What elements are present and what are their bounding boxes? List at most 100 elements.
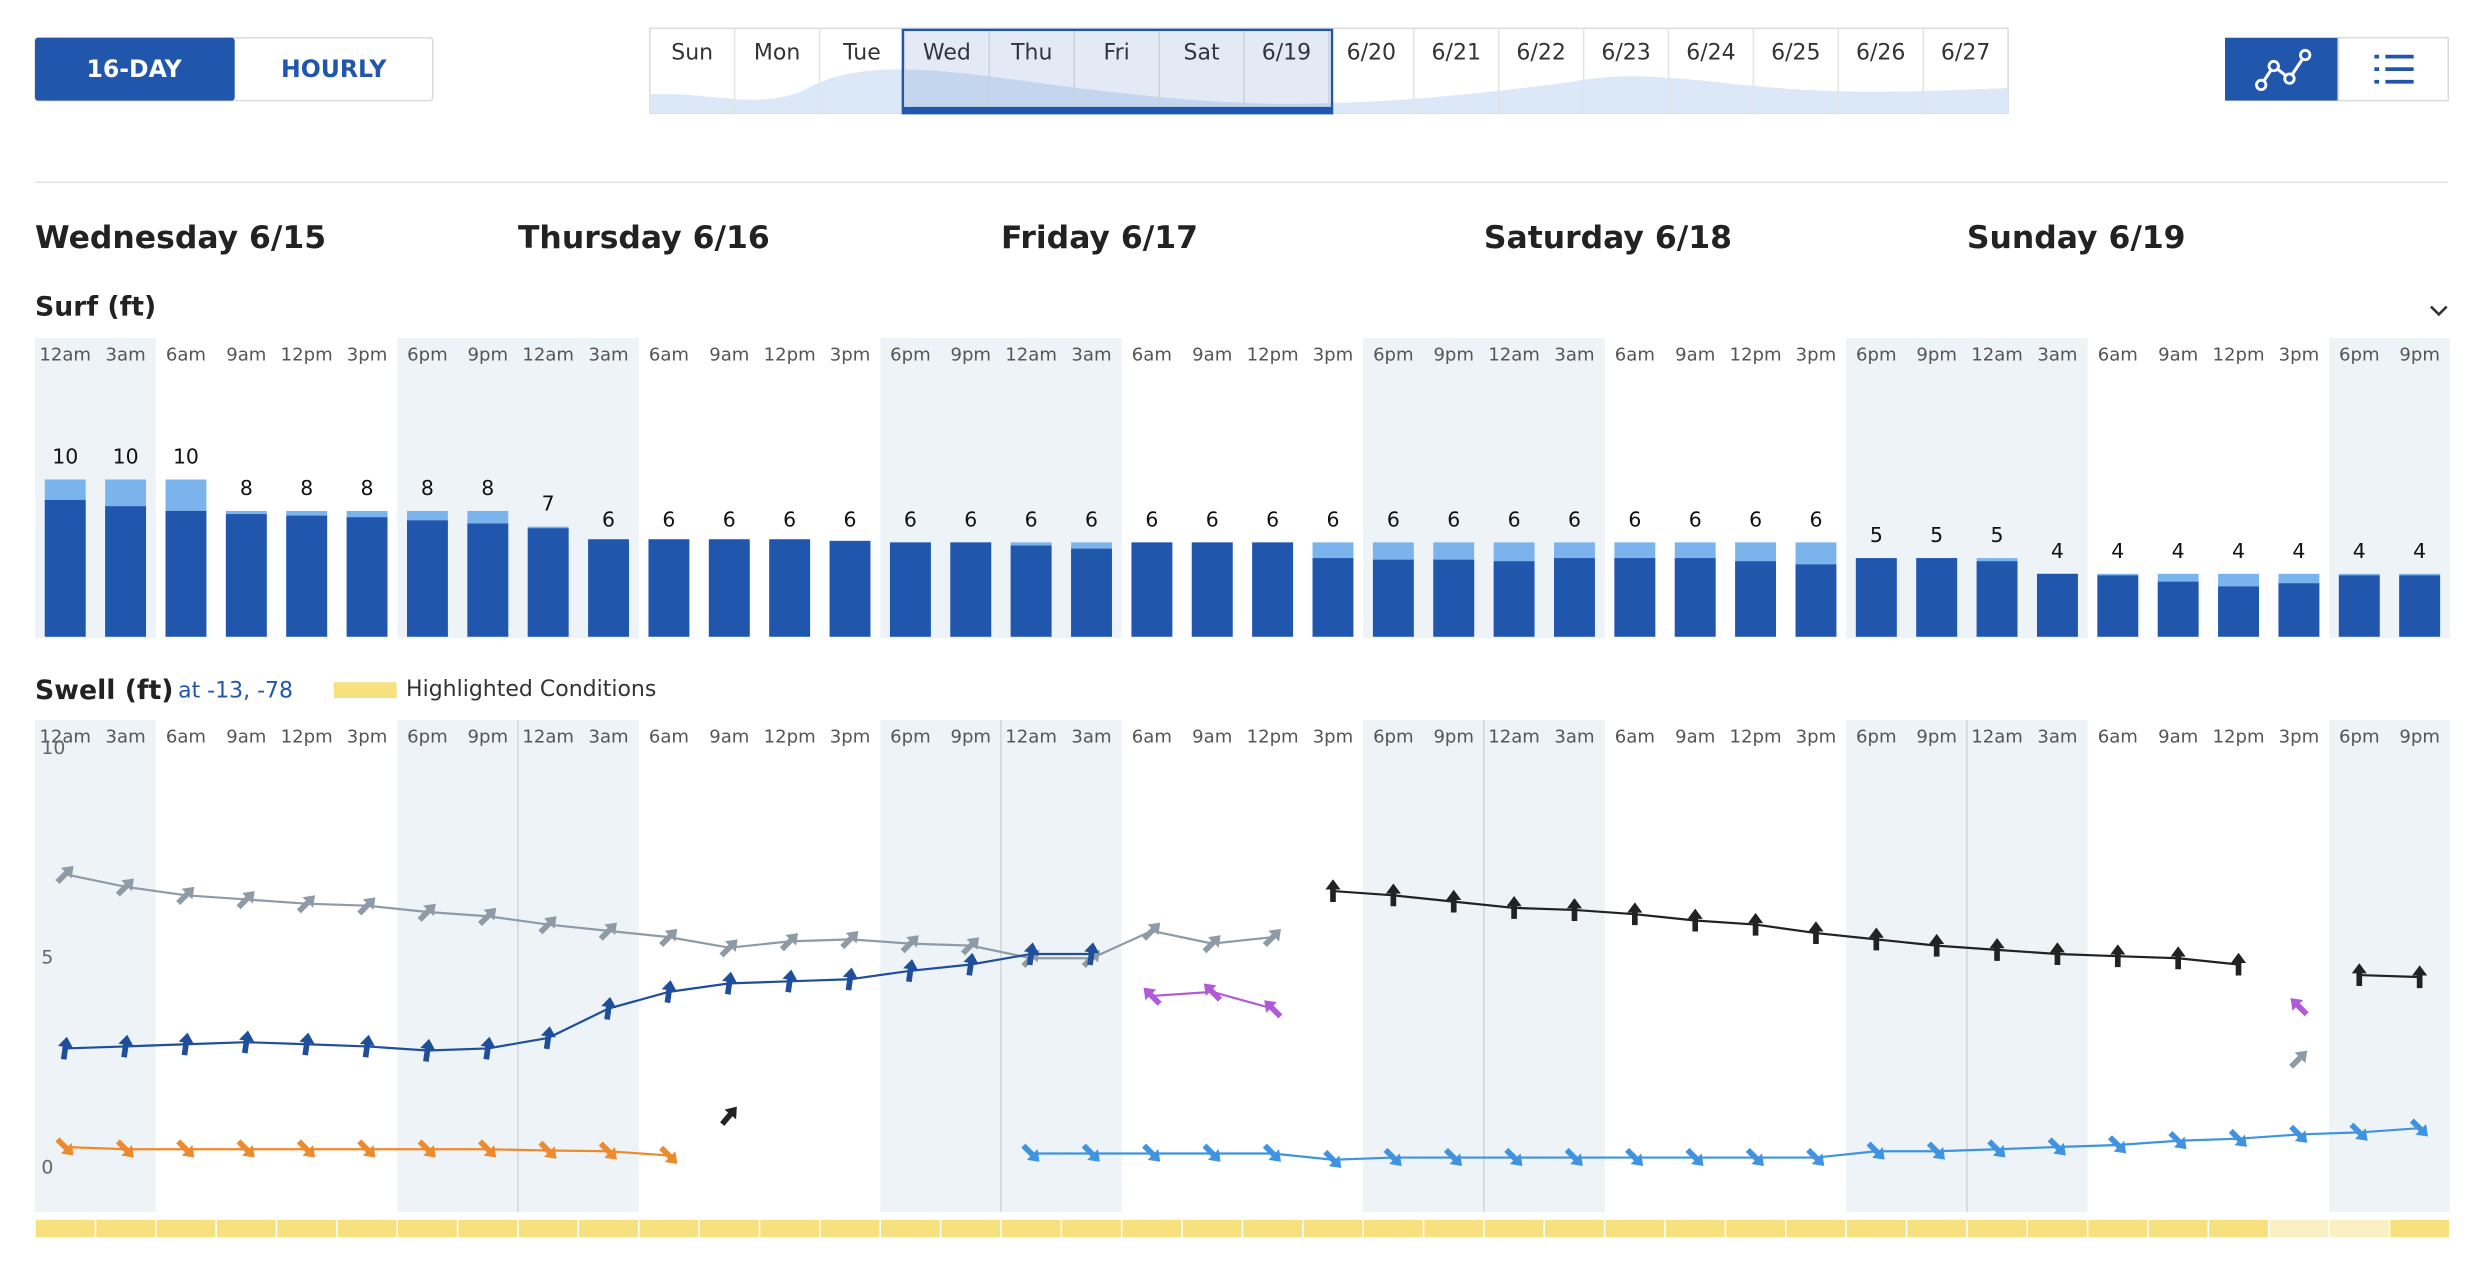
surf-bar-min xyxy=(2157,581,2199,637)
strip-day[interactable]: Mon xyxy=(754,40,800,65)
swell-arrow xyxy=(118,1034,134,1058)
swell-arrow xyxy=(960,937,980,956)
surf-value-label: 6 xyxy=(1628,507,1641,531)
chart-view-button[interactable] xyxy=(2225,37,2339,101)
collapse-chevron[interactable] xyxy=(2430,305,2448,317)
strip-day[interactable]: Fri xyxy=(1104,40,1130,65)
time-label: 12am xyxy=(1005,344,1057,365)
surf-bar-min xyxy=(467,523,509,637)
strip-day[interactable]: 6/22 xyxy=(1516,40,1565,65)
swell-arrow xyxy=(478,1139,497,1158)
surf-bar-min xyxy=(1674,558,1716,637)
highlight-cell xyxy=(1967,1219,2027,1238)
toggle-active[interactable] xyxy=(35,37,235,101)
surf-bar-min xyxy=(1735,561,1777,637)
night-shade xyxy=(457,720,518,1213)
strip-day[interactable]: 6/19 xyxy=(1262,40,1311,65)
swell-arrow xyxy=(1203,983,1223,1002)
time-label: 12pm xyxy=(2213,344,2265,365)
time-label: 6pm xyxy=(1856,726,1897,747)
time-label: 3am xyxy=(106,344,146,365)
swell-arrow xyxy=(598,922,617,941)
highlight-cell xyxy=(1846,1219,1906,1238)
time-label: 6am xyxy=(1132,726,1172,747)
day-header: Sunday 6/19 xyxy=(1967,220,2186,256)
strip-day[interactable]: 6/21 xyxy=(1432,40,1481,65)
strip-day[interactable]: 6/25 xyxy=(1771,40,1820,65)
surf-bar-min xyxy=(165,510,207,637)
time-label: 9am xyxy=(2158,344,2198,365)
highlight-cell xyxy=(1907,1219,1967,1238)
swell-arrow xyxy=(1023,942,1039,966)
swell-arrow xyxy=(1142,1143,1161,1162)
button-hourly[interactable]: HOURLY xyxy=(281,55,387,83)
day-header: Saturday 6/18 xyxy=(1484,220,1732,256)
swell-arrow xyxy=(236,1139,255,1158)
surf-bar-min xyxy=(1433,559,1475,637)
swell-location[interactable]: at -13, -78 xyxy=(178,679,293,704)
time-label: 12pm xyxy=(1730,344,1782,365)
swell-arrow xyxy=(1262,1143,1281,1162)
time-label: 3pm xyxy=(2279,726,2320,747)
night-shade xyxy=(578,720,639,1213)
swell-arrow xyxy=(903,959,919,983)
swell-arrow xyxy=(478,907,497,927)
time-label: 12pm xyxy=(764,726,816,747)
charts: Wednesday 6/15 Thursday 6/16 Friday 6/17 Sa… xyxy=(35,220,2450,1238)
swell-arrow xyxy=(1084,942,1100,966)
surf-bar-min xyxy=(1493,561,1535,637)
surf-bar-min xyxy=(588,539,629,637)
swell-arrow xyxy=(2110,944,2126,968)
swell-arrow xyxy=(1143,987,1162,1006)
highlight-cell xyxy=(2148,1219,2208,1238)
surf-bar-min xyxy=(1252,542,1294,637)
surf-value-label: 6 xyxy=(1326,507,1339,531)
strip-day[interactable]: Sat xyxy=(1184,40,1220,65)
time-label: 3pm xyxy=(1796,344,1837,365)
surf-value-label: 4 xyxy=(2111,539,2124,563)
strip-day[interactable]: 6/26 xyxy=(1856,40,1905,65)
night-shade xyxy=(95,720,156,1213)
night-shade xyxy=(1363,720,1424,1213)
highlight-cell xyxy=(2088,1219,2148,1238)
surf-value-label: 10 xyxy=(52,444,78,468)
surf-value-label: 6 xyxy=(1206,507,1219,531)
time-label: 12am xyxy=(1488,344,1540,365)
button-16day[interactable]: 16-DAY xyxy=(86,55,182,83)
surf-bar-min xyxy=(105,506,147,637)
surf-bar-min xyxy=(2278,583,2320,637)
surf-value-label: 5 xyxy=(1870,523,1883,547)
swell-arrow xyxy=(2409,1118,2428,1137)
strip-day[interactable]: 6/23 xyxy=(1601,40,1650,65)
surf-value-label: 4 xyxy=(2232,539,2245,563)
highlight-cell xyxy=(1484,1219,1544,1238)
time-label: 6pm xyxy=(890,344,931,365)
time-label: 6am xyxy=(2098,726,2138,747)
strip-day[interactable]: 6/27 xyxy=(1941,40,1990,65)
night-shade xyxy=(517,720,579,1213)
swell-arrow xyxy=(842,967,858,991)
strip-day[interactable]: 6/20 xyxy=(1347,40,1396,65)
swell-arrow xyxy=(1325,879,1341,903)
swell-arrow xyxy=(2170,946,2186,970)
strip-day[interactable]: 6/24 xyxy=(1686,40,1735,65)
time-label: 6pm xyxy=(407,344,448,365)
swell-arrow xyxy=(1748,912,1764,936)
highlight-cell xyxy=(880,1219,940,1238)
surf-value-label: 4 xyxy=(2292,539,2305,563)
surf-value-label: 6 xyxy=(723,507,736,531)
strip-selection[interactable] xyxy=(901,28,1334,115)
strip-day[interactable]: Sun xyxy=(671,40,713,65)
strip-day[interactable]: Wed xyxy=(923,40,971,65)
strip-day[interactable]: Tue xyxy=(842,40,881,65)
swell-arrow xyxy=(1202,1143,1221,1162)
time-label: 9pm xyxy=(950,344,991,365)
swell-arrow xyxy=(2289,1050,2308,1069)
legend-label: Highlighted Conditions xyxy=(406,677,656,702)
surf-value-label: 10 xyxy=(113,444,139,468)
strip-day[interactable]: Thu xyxy=(1010,40,1052,65)
chart-icon-dot xyxy=(2299,48,2312,62)
swell-arrow xyxy=(480,1036,496,1060)
swell-arrow xyxy=(55,865,74,885)
